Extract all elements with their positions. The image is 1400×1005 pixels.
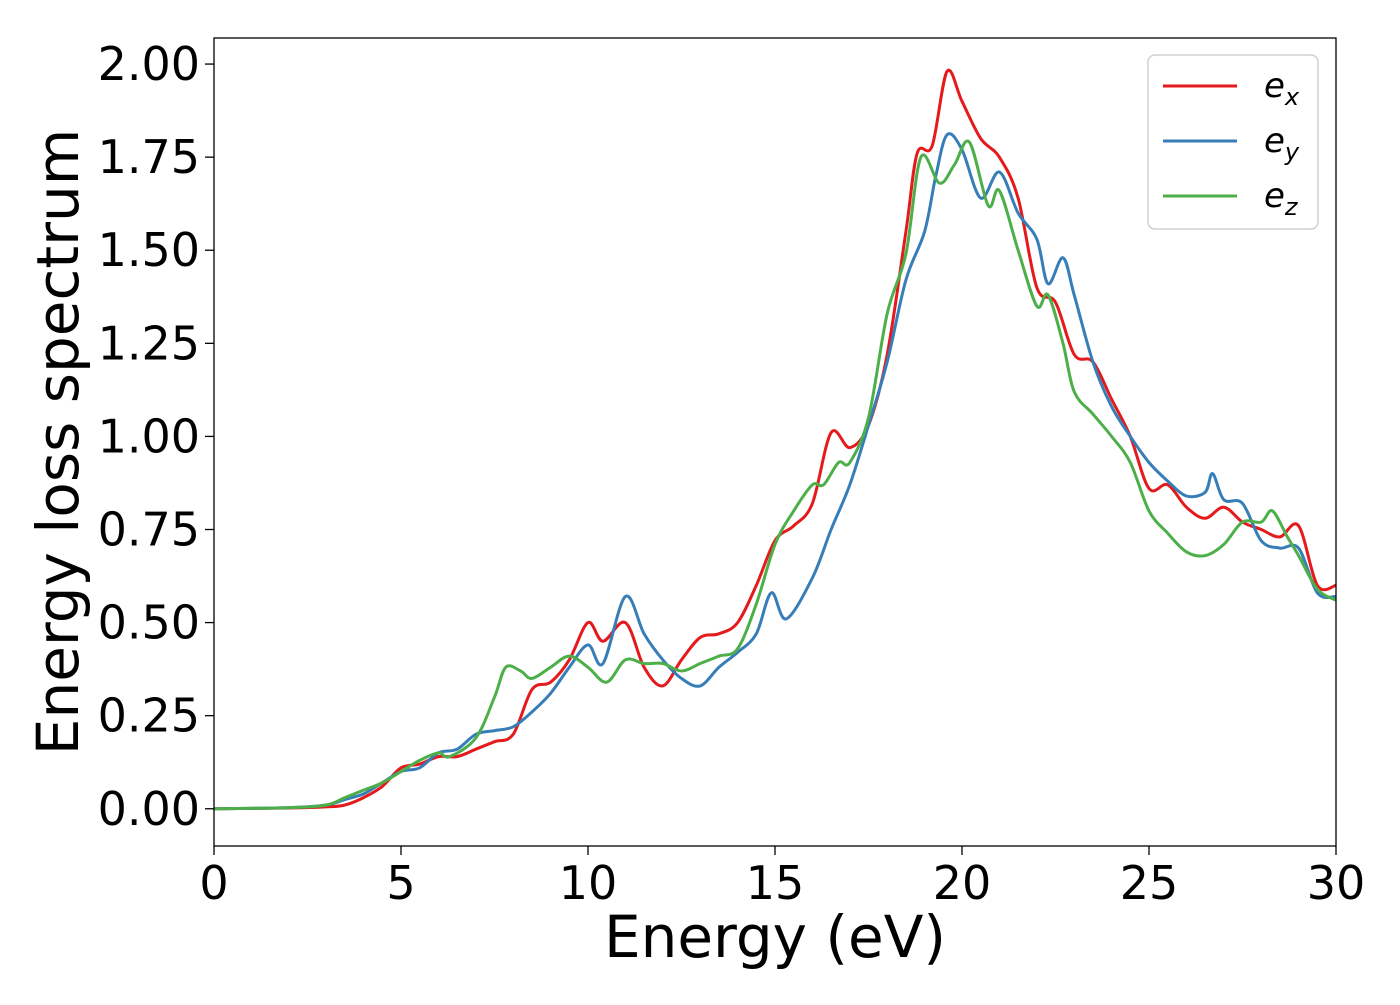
legend-label: ex — [1264, 66, 1300, 111]
x-tick-label: 20 — [933, 856, 992, 910]
y-tick-label: 1.00 — [98, 409, 200, 463]
y-tick-label: 0.25 — [98, 689, 200, 743]
x-tick-label: 30 — [1307, 856, 1366, 910]
y-tick-label: 1.50 — [98, 223, 200, 277]
legend: ex ey ez — [1147, 54, 1319, 230]
x-tick-label: 25 — [1120, 856, 1179, 910]
x-tick-label: 10 — [559, 856, 618, 910]
y-tick-label: 1.75 — [98, 130, 200, 184]
y-tick-label: 1.25 — [98, 316, 200, 370]
x-axis-label: Energy (eV) — [604, 903, 946, 971]
x-axis: 0 5 10 15 20 25 30 — [199, 846, 1365, 910]
y-tick-label: 0.75 — [98, 503, 200, 557]
series-line-e-y — [214, 132, 1336, 811]
x-tick-label: 15 — [746, 856, 805, 910]
y-axis-label: Energy loss spectrum — [24, 129, 92, 755]
y-tick-label: 0.00 — [98, 782, 200, 836]
y-tick-label: 2.00 — [98, 37, 200, 91]
y-tick-label: 0.50 — [98, 596, 200, 650]
x-tick-label: 5 — [386, 856, 415, 910]
series-layer — [214, 68, 1336, 811]
series-line-e-z — [214, 139, 1336, 811]
legend-label: ez — [1264, 176, 1299, 221]
y-axis: 0.00 0.25 0.50 0.75 1.00 1.25 1.50 1.75 2.00 — [98, 37, 214, 836]
series-line-e-x — [214, 68, 1336, 811]
x-tick-label: 0 — [199, 856, 228, 910]
legend-label: ey — [1264, 121, 1300, 166]
